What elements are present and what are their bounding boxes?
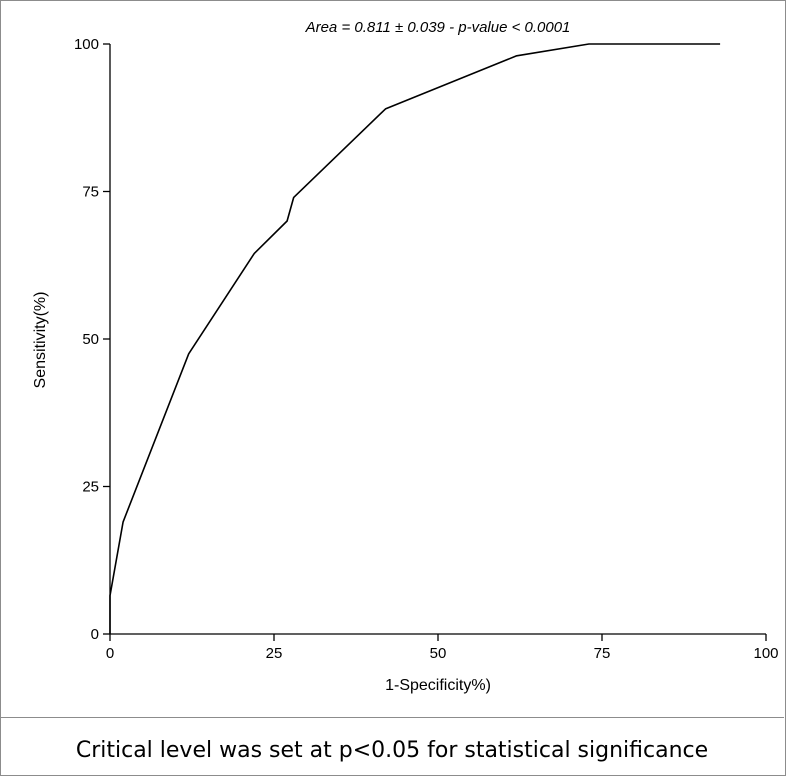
roc-chart: Area = 0.811 ± 0.039 - p-value < 0.0001 … [32,19,779,694]
x-tick-label: 50 [430,645,447,662]
footer-divider [0,717,784,718]
x-tick-label: 25 [266,645,283,662]
y-axis-title: Sensitivity(%) [32,292,49,389]
x-tick-label: 100 [753,645,778,662]
y-tick-label: 0 [91,626,99,643]
y-tick-label: 75 [82,184,99,201]
plot-area: 0 25 50 75 100 0 25 50 75 100 [74,36,779,662]
x-tick-label: 75 [594,645,611,662]
y-tick-label: 100 [74,36,99,53]
y-tick-label: 50 [82,331,99,348]
y-tick-label: 25 [82,479,99,496]
x-axis-title: 1-Specificity%) [385,677,491,694]
roc-curve [109,43,721,634]
x-tick-label: 0 [106,645,114,662]
chart-title: Area = 0.811 ± 0.039 - p-value < 0.0001 [305,19,571,36]
footer-note: Critical level was set at p<0.05 for sta… [75,738,709,763]
